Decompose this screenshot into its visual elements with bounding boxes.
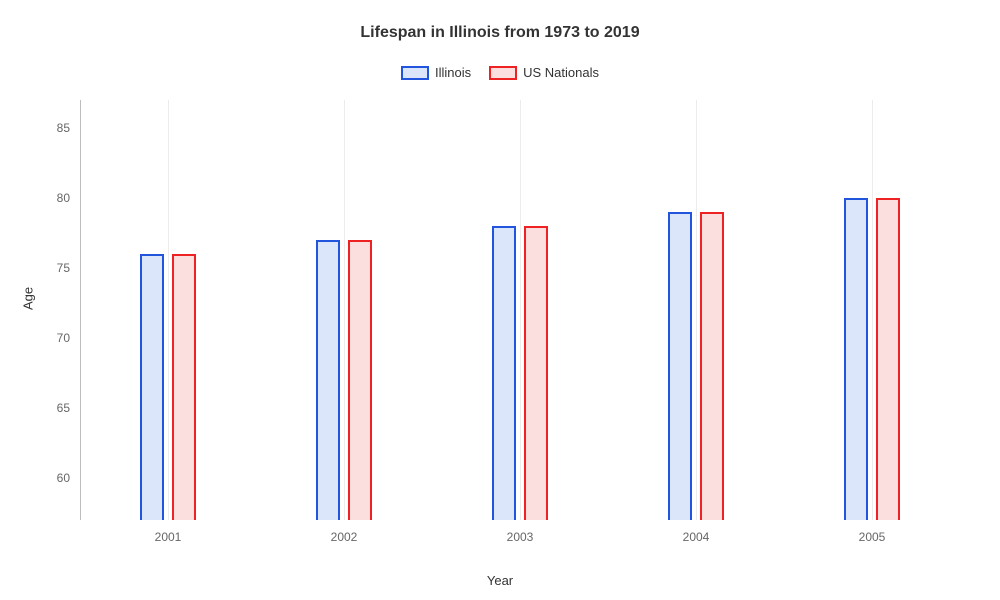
bar — [668, 212, 692, 520]
y-tick-label: 70 — [57, 331, 70, 345]
bar — [524, 226, 548, 520]
y-tick-label: 75 — [57, 261, 70, 275]
bar — [700, 212, 724, 520]
y-tick-label: 80 — [57, 191, 70, 205]
bar — [844, 198, 868, 520]
x-tick-label: 2002 — [331, 530, 358, 544]
bar — [876, 198, 900, 520]
legend-swatch — [401, 66, 429, 80]
chart-legend: Illinois US Nationals — [0, 65, 1000, 80]
legend-item: US Nationals — [489, 65, 599, 80]
bar — [172, 254, 196, 520]
bars-layer — [80, 100, 960, 520]
x-tick-label: 2004 — [683, 530, 710, 544]
y-tick-label: 60 — [57, 471, 70, 485]
bar — [492, 226, 516, 520]
legend-swatch — [489, 66, 517, 80]
x-tick-label: 2005 — [859, 530, 886, 544]
bar — [316, 240, 340, 520]
y-tick-label: 85 — [57, 121, 70, 135]
x-tick-label: 2003 — [507, 530, 534, 544]
legend-label: US Nationals — [523, 65, 599, 80]
chart-title: Lifespan in Illinois from 1973 to 2019 — [0, 24, 1000, 42]
lifespan-chart: Lifespan in Illinois from 1973 to 2019 I… — [0, 0, 1000, 600]
legend-item: Illinois — [401, 65, 471, 80]
y-axis-title: Age — [21, 287, 36, 310]
legend-label: Illinois — [435, 65, 471, 80]
y-tick-label: 65 — [57, 401, 70, 415]
x-axis-title: Year — [0, 573, 1000, 588]
bar — [140, 254, 164, 520]
x-tick-label: 2001 — [155, 530, 182, 544]
bar — [348, 240, 372, 520]
plot-area: 20012002200320042005606570758085 — [80, 100, 960, 520]
